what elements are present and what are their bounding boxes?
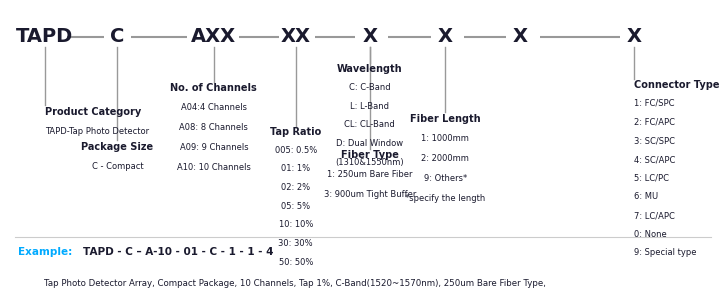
Text: AXX: AXX — [191, 27, 236, 46]
Text: 1: 1000mm: 1: 1000mm — [421, 134, 469, 143]
Text: 50: 50%: 50: 50% — [278, 258, 313, 267]
Text: 7: LC/APC: 7: LC/APC — [634, 211, 675, 220]
Text: Product Category: Product Category — [45, 107, 141, 117]
Text: Connector Type: Connector Type — [634, 80, 720, 90]
Text: 01: 1%: 01: 1% — [281, 164, 310, 173]
Text: Fiber Type: Fiber Type — [341, 150, 399, 160]
Text: Wavelength: Wavelength — [337, 64, 402, 74]
Text: 05: 5%: 05: 5% — [281, 202, 310, 211]
Text: Tap Ratio: Tap Ratio — [270, 127, 321, 137]
Text: 2: 2000mm: 2: 2000mm — [421, 154, 469, 163]
Text: Example:: Example: — [18, 247, 72, 257]
Text: 1: FC/SPC: 1: FC/SPC — [634, 99, 675, 108]
Text: CL: CL-Band: CL: CL-Band — [344, 120, 395, 129]
Text: 9: Others*: 9: Others* — [423, 174, 467, 183]
Text: X: X — [627, 27, 642, 46]
Text: 1: 250um Bare Fiber: 1: 250um Bare Fiber — [327, 171, 413, 179]
Text: 4: SC/APC: 4: SC/APC — [634, 155, 676, 164]
Text: 30: 30%: 30: 30% — [278, 239, 313, 248]
Text: *specify the length: *specify the length — [405, 194, 485, 203]
Text: TAPD: TAPD — [17, 27, 73, 46]
Text: 6: MU: 6: MU — [634, 192, 658, 201]
Text: A09: 9 Channels: A09: 9 Channels — [180, 143, 248, 152]
Text: A04:4 Channels: A04:4 Channels — [181, 103, 247, 112]
Text: 2: FC/APC: 2: FC/APC — [634, 118, 676, 127]
Text: A08: 8 Channels: A08: 8 Channels — [179, 123, 248, 132]
Text: 02: 2%: 02: 2% — [281, 183, 310, 192]
Text: 0: None: 0: None — [634, 230, 667, 239]
Text: C: C — [110, 27, 125, 46]
Text: X: X — [513, 27, 528, 46]
Text: Tap Photo Detector Array, Compact Package, 10 Channels, Tap 1%, C-Band(1520~1570: Tap Photo Detector Array, Compact Packag… — [44, 279, 545, 288]
Text: XX: XX — [281, 27, 311, 46]
Text: C - Compact: C - Compact — [91, 162, 144, 171]
Text: 10: 10%: 10: 10% — [278, 220, 313, 230]
Text: No. of Channels: No. of Channels — [170, 83, 257, 93]
Text: 9: Special type: 9: Special type — [634, 248, 697, 257]
Text: 3: SC/SPC: 3: SC/SPC — [634, 136, 676, 145]
Text: 3: 900um Tight Buffer: 3: 900um Tight Buffer — [323, 190, 416, 199]
Text: D: Dual Window: D: Dual Window — [336, 139, 403, 148]
Text: L: L-Band: L: L-Band — [350, 102, 389, 111]
Text: A10: 10 Channels: A10: 10 Channels — [177, 164, 251, 172]
Text: TAPD - C – A-10 - 01 - C - 1 - 1 - 4: TAPD - C – A-10 - 01 - C - 1 - 1 - 4 — [83, 247, 274, 257]
Text: TAPD-Tap Photo Detector: TAPD-Tap Photo Detector — [45, 127, 149, 136]
Text: C: C-Band: C: C-Band — [349, 83, 391, 92]
Text: X: X — [362, 27, 377, 46]
Text: X: X — [438, 27, 452, 46]
Text: (1310&1550nm): (1310&1550nm) — [336, 158, 404, 167]
Text: 5: LC/PC: 5: LC/PC — [634, 174, 669, 183]
Text: Fiber Length: Fiber Length — [410, 114, 481, 124]
Text: Package Size: Package Size — [81, 142, 154, 152]
Text: 005: 0.5%: 005: 0.5% — [275, 146, 317, 155]
